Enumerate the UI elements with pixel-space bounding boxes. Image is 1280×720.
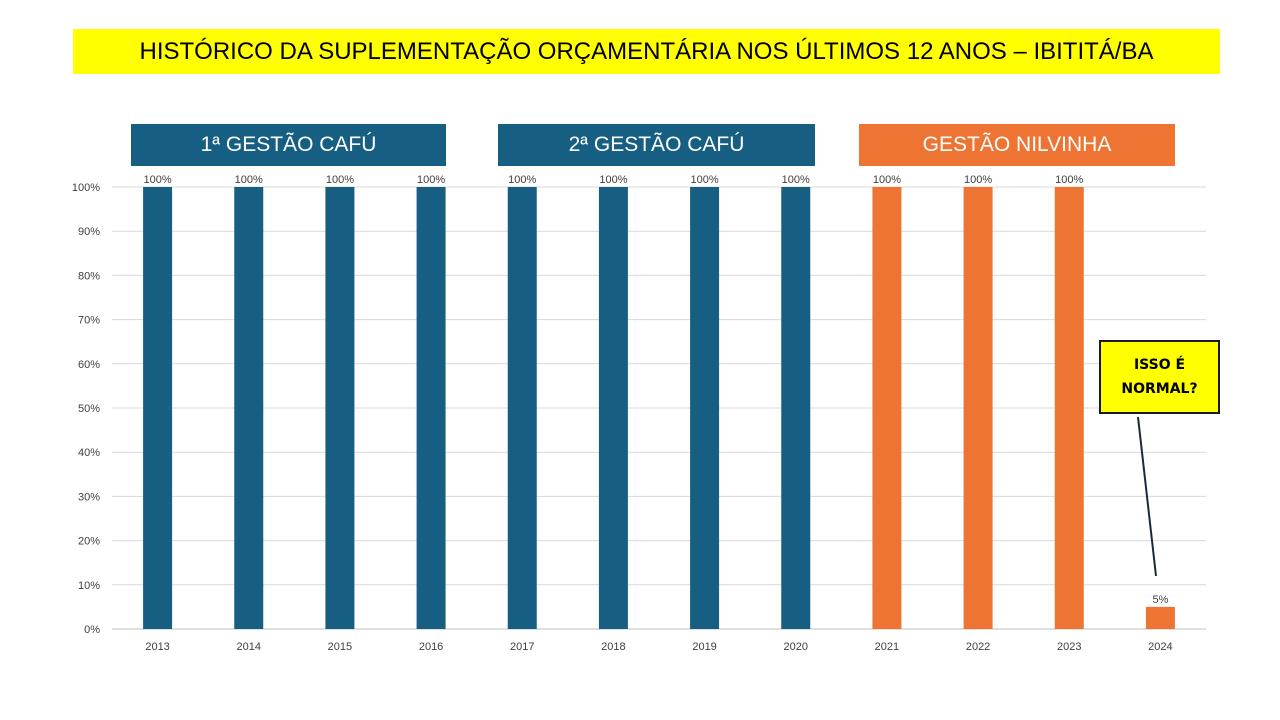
bars (143, 187, 1175, 629)
gestao-label-cafu-2: 2ª GESTÃO CAFÚ (498, 124, 815, 166)
y-tick-label: 0% (84, 624, 100, 636)
x-tick-label-2015: 2015 (328, 641, 352, 653)
data-label-2013: 100% (144, 174, 172, 186)
data-label-2018: 100% (599, 174, 627, 186)
bar-2018 (598, 187, 628, 629)
x-tick-label-2017: 2017 (510, 641, 534, 653)
x-tick-label-2019: 2019 (692, 641, 716, 653)
data-label-2017: 100% (508, 174, 536, 186)
x-tick-label-2018: 2018 (601, 641, 625, 653)
callout-box: ISSO É NORMAL? (1099, 340, 1220, 414)
data-label-2020: 100% (782, 174, 810, 186)
callout-pointer (1137, 416, 1157, 577)
y-tick-label: 70% (78, 315, 100, 327)
grid-lines (112, 186, 1206, 630)
bar-2024 (1145, 606, 1175, 629)
x-tick-label-2022: 2022 (966, 641, 990, 653)
bar-2020 (781, 187, 811, 629)
x-tick-label-2023: 2023 (1057, 641, 1081, 653)
x-tick-label-2020: 2020 (784, 641, 808, 653)
bar-2013 (143, 187, 173, 629)
gestao-label-nilvinha: GESTÃO NILVINHA (859, 124, 1175, 166)
x-tick-label-2016: 2016 (419, 641, 443, 653)
x-axis: 2013 2014 2015 2016 2017 2018 2019 2020 2021 2022… (145, 641, 1172, 653)
chart-title: HISTÓRICO DA SUPLEMENTAÇÃO ORÇAMENTÁRIA … (73, 29, 1220, 74)
bar-2023 (1054, 187, 1084, 629)
data-label-2014: 100% (235, 174, 263, 186)
bar-2014 (234, 187, 264, 629)
y-tick-label: 10% (78, 580, 100, 592)
bar-2016 (416, 187, 446, 629)
y-tick-label: 50% (78, 403, 100, 415)
bar-2022 (963, 187, 993, 629)
gestao-label-cafu-1: 1ª GESTÃO CAFÚ (131, 124, 446, 166)
y-tick-label: 20% (78, 536, 100, 548)
y-tick-label: 80% (78, 270, 100, 282)
bar-2015 (325, 187, 355, 629)
data-label-2021: 100% (873, 174, 901, 186)
callout-text: ISSO É NORMAL? (1121, 357, 1198, 397)
bar-2017 (507, 187, 537, 629)
y-tick-label: 40% (78, 447, 100, 459)
data-label-2019: 100% (691, 174, 719, 186)
bar-2021 (872, 187, 902, 629)
data-label-2023: 100% (1055, 174, 1083, 186)
data-label-2022: 100% (964, 174, 992, 186)
y-tick-label: 60% (78, 359, 100, 371)
data-label-2024: 5% (1152, 594, 1168, 606)
data-label-2015: 100% (326, 174, 354, 186)
y-tick-label: 100% (72, 182, 100, 194)
x-tick-label-2014: 2014 (237, 641, 261, 653)
x-tick-label-2013: 2013 (145, 641, 169, 653)
y-tick-label: 90% (78, 226, 100, 238)
y-axis: 0% 10% 20% 30% 40% 50% 60% 70% 80% 90% 100% (72, 182, 100, 636)
data-labels: 100% 100% 100% 100% 100% 100% 100% 100% 100% 100%… (144, 174, 1169, 606)
x-tick-label-2021: 2021 (875, 641, 899, 653)
x-tick-label-2024: 2024 (1148, 641, 1172, 653)
bar-2019 (690, 187, 720, 629)
data-label-2016: 100% (417, 174, 445, 186)
y-tick-label: 30% (78, 491, 100, 503)
